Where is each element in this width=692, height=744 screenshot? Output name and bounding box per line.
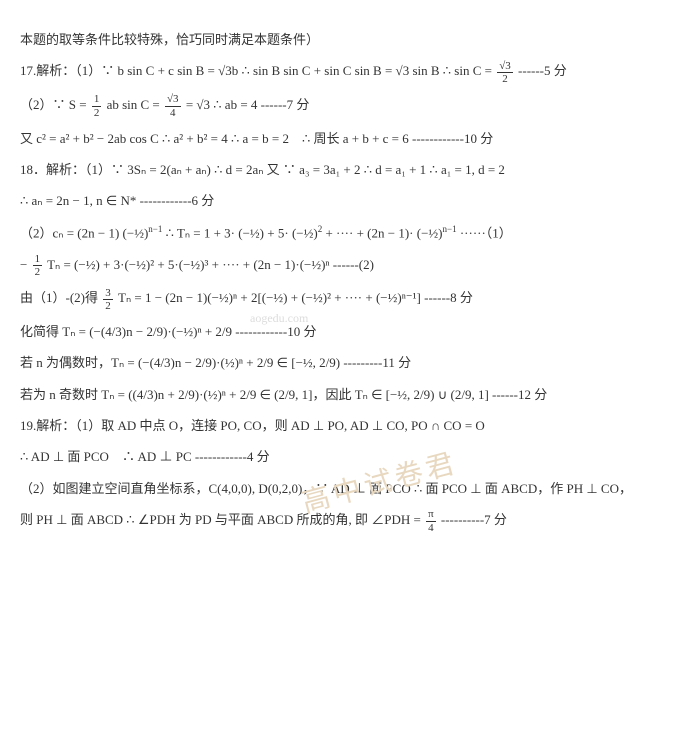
num: 1 <box>92 93 102 106</box>
num: π <box>426 508 436 521</box>
num: 1 <box>33 253 43 266</box>
den: 4 <box>165 107 181 119</box>
line-17-3: 又 c² = a² + b² − 2ab cos C ∴ a² + b² = 4… <box>20 127 672 150</box>
line-18-an: ∴ aₙ = 2n − 1, n ∈ N* ------------6 分 <box>20 189 672 212</box>
frac-1-2b: 1 2 <box>33 253 43 278</box>
line-18-even: 若 n 为偶数时，Tₙ = (−(4/3)n − 2/9)·(½)ⁿ + 2/9… <box>20 351 672 374</box>
l6-mid2: + 5· <box>267 225 288 240</box>
l2-pre: （2）∵ S = <box>20 97 90 112</box>
line-18-sub: 由（1）-(2)得 3 2 Tₙ = 1 − (2n − 1)(−½)ⁿ + 2… <box>20 286 672 312</box>
l6-b2: (−½) <box>238 225 264 240</box>
den: 2 <box>103 300 113 312</box>
den: 2 <box>497 73 513 85</box>
num: √3 <box>165 93 181 106</box>
frac-sqrt3-4: √3 4 <box>165 93 181 118</box>
l7-pre: − <box>20 257 27 272</box>
exp4: n−1 <box>443 224 457 234</box>
line-18-1: 18．解析：（1）∵ 3Sₙ = 2(aₙ + aₙ) ∴ d = 2aₙ 又 … <box>20 158 672 181</box>
line-18-2-cn: （2）cₙ = (2n − 1) (−½)n−1 ∴ Tₙ = 1 + 3· (… <box>20 221 672 245</box>
line-19-1b: ∴ AD ⊥ 面 PCO ∴ AD ⊥ PC ------------4 分 <box>20 445 672 468</box>
den: 2 <box>33 266 43 278</box>
l7-mid: Tₙ = (−½) + 3·(−½)² + 5·(−½)³ + ···· + (… <box>47 257 374 272</box>
l6-mid3: + ···· + (2n − 1)· <box>325 225 413 240</box>
l9-pre: 化简得 Tₙ = <box>20 324 89 339</box>
den: 4 <box>426 522 436 534</box>
l15-post: ----------7 分 <box>441 512 507 527</box>
line-17-1: 17.解析：（1）∵ b sin C + c sin B = √3b ∴ sin… <box>20 59 672 85</box>
line-18-eq2: − 1 2 Tₙ = (−½) + 3·(−½)² + 5·(−½)³ + ··… <box>20 253 672 279</box>
line-19-1: 19.解析：（1）取 AD 中点 O，连接 PO, CO，则 AD ⊥ PO, … <box>20 414 672 437</box>
l6-post: ······（1） <box>460 225 512 240</box>
l1-post: ------5 分 <box>518 63 567 78</box>
l6-b3: (−½) <box>292 225 318 240</box>
document-content: aogedu.com 高中试卷君 本题的取等条件比较特殊，恰巧同时满足本题条件）… <box>20 28 672 534</box>
l6-mid: ∴ Tₙ = 1 + 3· <box>166 225 235 240</box>
l9-post: ------------10 分 <box>235 324 316 339</box>
l6-pre: （2）cₙ = (2n − 1) <box>20 225 119 240</box>
line-17-2: （2）∵ S = 1 2 ab sin C = √3 4 = √3 ∴ ab =… <box>20 93 672 119</box>
l6-b4: (−½) <box>417 225 443 240</box>
frac-pi-4: π 4 <box>426 508 436 533</box>
line-intro: 本题的取等条件比较特殊，恰巧同时满足本题条件） <box>20 28 672 51</box>
frac-3-2: 3 2 <box>103 287 113 312</box>
den: 2 <box>92 107 102 119</box>
l15-pre: 则 PH ⊥ 面 ABCD ∴ ∠PDH 为 PD 与平面 ABCD 所成的角,… <box>20 512 424 527</box>
l6-b1: (−½) <box>123 225 149 240</box>
l1-pre: 17.解析：（1）∵ b sin C + c sin B = √3b ∴ sin… <box>20 63 495 78</box>
l8-mid: Tₙ = 1 − (2n − 1)(−½)ⁿ + 2[(−½) + (−½)² … <box>118 290 473 305</box>
line-19-2b: 则 PH ⊥ 面 ABCD ∴ ∠PDH 为 PD 与平面 ABCD 所成的角,… <box>20 508 672 534</box>
exp3: 2 <box>318 224 323 234</box>
num: 3 <box>103 287 113 300</box>
line-18-odd: 若为 n 奇数时 Tₙ = ((4/3)n + 2/9)·(½)ⁿ + 2/9 … <box>20 383 672 406</box>
l2-mid1: ab sin C = <box>107 97 163 112</box>
exp1: n−1 <box>148 224 162 234</box>
frac-sqrt3-2: √3 2 <box>497 60 513 85</box>
l9-b1: (−(4/3)n − 2/9)·(−½)ⁿ + 2/9 <box>89 324 232 339</box>
num: √3 <box>497 60 513 73</box>
l2-mid2: = √3 ∴ ab = 4 ------7 分 <box>186 97 310 112</box>
line-18-simplify: 化简得 Tₙ = (−(4/3)n − 2/9)·(−½)ⁿ + 2/9 ---… <box>20 320 672 343</box>
line-19-2: （2）如图建立空间直角坐标系，C(4,0,0), D(0,2,0)，∵ AD ⊥… <box>20 477 672 500</box>
l8-pre: 由（1）-(2)得 <box>20 290 101 305</box>
frac-1-2: 1 2 <box>92 93 102 118</box>
